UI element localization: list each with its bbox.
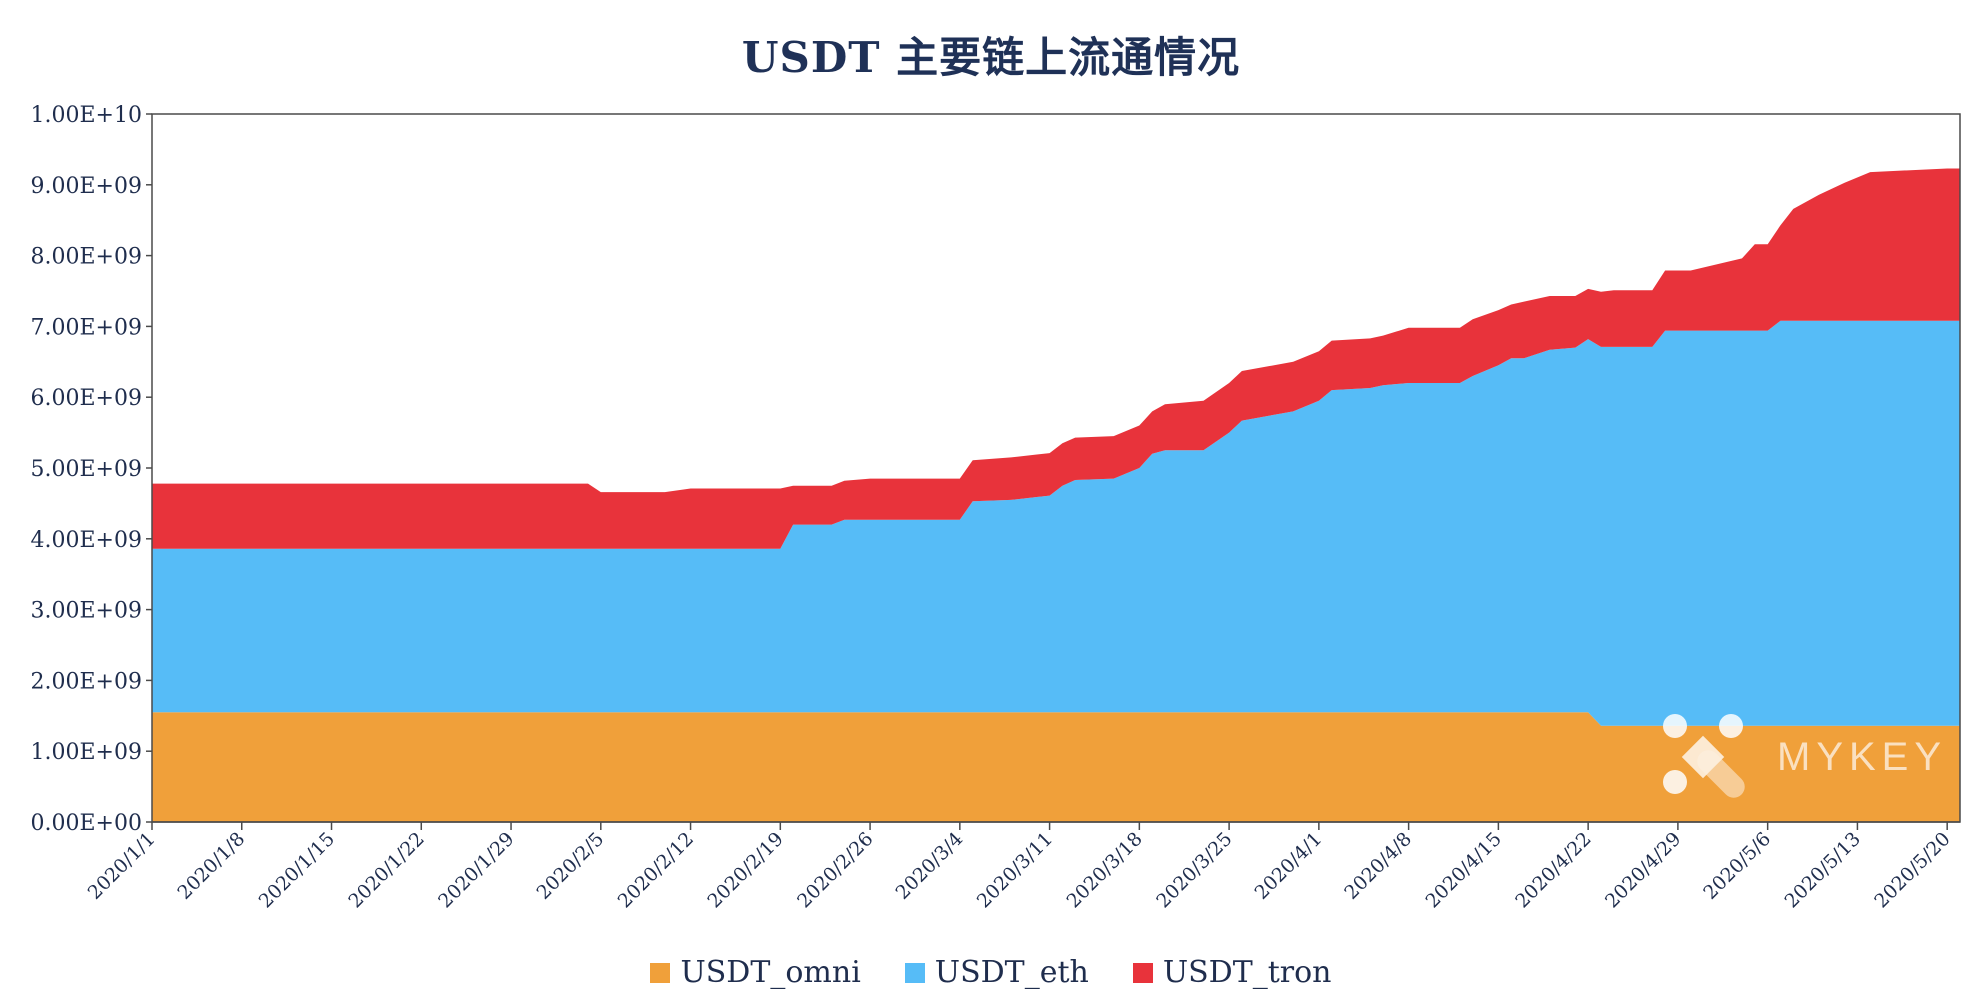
area-usdt-omni <box>152 712 1960 822</box>
chart-title: USDT 主要链上流通情况 <box>741 33 1241 82</box>
x-tick-label: 2020/4/15 <box>1421 828 1505 912</box>
x-tick-label: 2020/1/1 <box>84 828 160 904</box>
x-tick-label: 2020/1/29 <box>434 828 518 912</box>
legend-label: USDT_tron <box>1162 955 1332 990</box>
x-tick-label: 2020/5/13 <box>1781 828 1865 912</box>
x-tick-label: 2020/2/12 <box>614 828 698 912</box>
watermark: MYKEY <box>1663 714 1947 798</box>
x-tick-label: 2020/1/15 <box>255 828 339 912</box>
y-tick-label: 2.00E+09 <box>31 669 142 694</box>
x-tick-label: 2020/4/8 <box>1340 828 1416 904</box>
x-tick-label: 2020/3/25 <box>1152 828 1236 912</box>
x-tick-label: 2020/2/19 <box>703 828 787 912</box>
x-tick-label: 2020/1/22 <box>344 828 428 912</box>
x-tick-label: 2020/5/6 <box>1699 828 1775 904</box>
series-areas <box>152 168 1960 822</box>
y-tick-label: 3.00E+09 <box>31 599 142 624</box>
y-tick-label: 1.00E+09 <box>31 740 142 765</box>
y-tick-label: 7.00E+09 <box>31 315 142 340</box>
y-tick-label: 5.00E+09 <box>31 457 142 482</box>
legend-item-usdt-eth: USDT_eth <box>904 955 1089 990</box>
legend-item-usdt-tron: USDT_tron <box>1132 955 1332 990</box>
y-tick-label: 0.00E+00 <box>31 811 142 836</box>
x-tick-label: 2020/5/20 <box>1870 828 1954 912</box>
y-tick-label: 1.00E+10 <box>31 103 142 128</box>
x-tick-label: 2020/3/11 <box>973 828 1057 912</box>
y-tick-label: 4.00E+09 <box>31 528 142 553</box>
area-usdt-tron <box>152 168 1960 549</box>
y-tick-label: 6.00E+09 <box>31 386 142 411</box>
x-axis-ticks: 2020/1/1 2020/1/8 2020/1/15 2020/1/22 2020/1… <box>84 822 1955 912</box>
mykey-logo-icon <box>1663 714 1745 798</box>
legend-label: USDT_omni <box>680 955 861 990</box>
y-axis-ticks: 0.00E+00 1.00E+09 2.00E+09 3.00E+09 4.00E+09… <box>31 103 152 836</box>
x-tick-label: 2020/1/8 <box>173 828 249 904</box>
x-tick-label: 2020/4/22 <box>1511 828 1595 912</box>
legend-item-usdt-omni: USDT_omni <box>650 955 861 990</box>
watermark-text: MYKEY <box>1777 735 1947 779</box>
area-usdt-eth <box>152 320 1960 726</box>
x-tick-label: 2020/2/5 <box>532 828 608 904</box>
legend-label: USDT_eth <box>934 955 1089 990</box>
legend-swatch <box>1132 962 1153 983</box>
legend-swatch <box>904 962 925 983</box>
y-tick-label: 9.00E+09 <box>31 174 142 199</box>
legend: USDT_omni USDT_eth USDT_tron <box>0 955 1982 990</box>
x-tick-label: 2020/2/26 <box>793 828 877 912</box>
y-tick-label: 8.00E+09 <box>31 245 142 270</box>
x-tick-label: 2020/3/4 <box>891 828 967 904</box>
legend-swatch <box>650 962 671 983</box>
x-tick-label: 2020/4/29 <box>1601 828 1685 912</box>
x-tick-label: 2020/4/1 <box>1250 828 1326 904</box>
x-tick-label: 2020/3/18 <box>1062 828 1146 912</box>
